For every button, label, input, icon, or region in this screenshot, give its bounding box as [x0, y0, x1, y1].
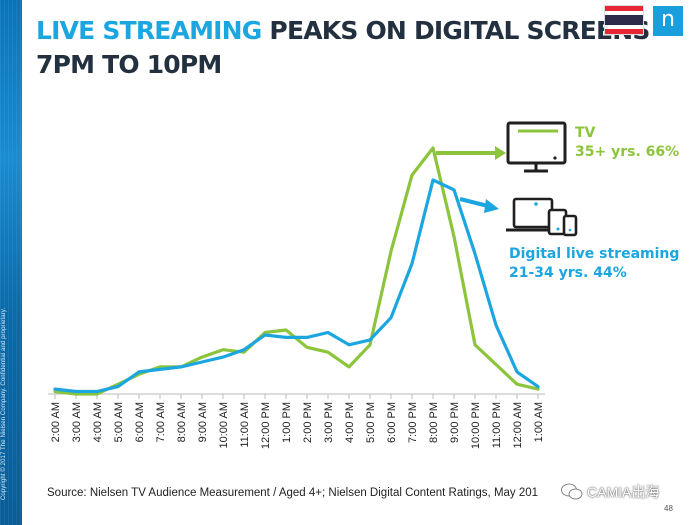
x-tick-label: 1:00 AM: [533, 402, 545, 442]
x-tick-label: 12:00 AM: [512, 402, 524, 448]
series-callouts: [436, 121, 578, 237]
x-tick-label: 2:00 PM: [302, 402, 314, 443]
x-tick-label: 6:00 AM: [134, 402, 146, 442]
x-tick-label: 10:00 AM: [218, 402, 230, 448]
digital-label-line-2: 21-34 yrs. 44%: [509, 265, 627, 281]
thailand-flag-icon: [605, 6, 643, 35]
tv-label: TV 35+ yrs. 66%: [575, 124, 679, 162]
x-tick-label: 4:00 PM: [344, 402, 356, 443]
digital-label: Digital live streaming 21-34 yrs. 44%: [509, 245, 679, 283]
tv-icon: [506, 121, 567, 173]
tv-callout-arrow-head: [495, 146, 506, 160]
x-tick-label: 7:00 PM: [407, 402, 419, 443]
flag-stripe-3: [605, 15, 643, 25]
x-tick-label: 8:00 PM: [428, 402, 440, 443]
flag-stripe-5: [605, 29, 643, 35]
page-number: 48: [664, 504, 673, 513]
tv-series-line: [53, 146, 540, 396]
slide-title: LIVE STREAMING PEAKS ON DIGITAL SCREENS …: [36, 14, 650, 82]
tv-label-line-1: TV: [575, 125, 596, 141]
x-tick-label: 3:00 AM: [71, 402, 83, 442]
x-axis-tick-labels: 2:00 AM 3:00 AM 4:00 AM 5:00 AM 6:00 AM 7:00 …: [50, 402, 545, 449]
x-tick-label: 11:00 AM: [239, 402, 251, 448]
flag-stripe-1: [605, 6, 643, 11]
x-tick-label: 10:00 PM: [470, 402, 482, 449]
x-tick-label: 5:00 AM: [113, 402, 125, 442]
wechat-icon: [561, 483, 583, 500]
series-lines: [53, 146, 540, 396]
x-tick-label: 7:00 AM: [155, 402, 167, 442]
watermark: CAMIA出海: [561, 482, 659, 502]
x-tick-label: 1:00 PM: [281, 402, 293, 443]
x-tick-label: 12:00 PM: [260, 402, 272, 449]
nielsen-logo: n: [653, 6, 683, 36]
title-rest: PEAKS ON DIGITAL SCREENS: [261, 16, 650, 45]
watermark-text: CAMIA出海: [587, 484, 660, 500]
source-note: Source: Nielsen TV Audience Measurement …: [47, 487, 539, 499]
x-tick-label: 9:00 PM: [449, 402, 461, 443]
digital-callout-arrow: [459, 197, 489, 208]
x-tick-label: 9:00 AM: [197, 402, 209, 442]
digital-callout-arrow-head: [484, 199, 499, 213]
x-tick-label: 4:00 AM: [92, 402, 104, 442]
left-side-band: Copyright © 2017 The Nielsen Company. Co…: [0, 0, 22, 525]
flag-stripe-2: [605, 10, 643, 16]
digital-label-line-1: Digital live streaming: [509, 246, 680, 262]
title-line-2: 7PM TO 10PM: [36, 50, 222, 79]
x-tick-label: 3:00 PM: [323, 402, 335, 443]
tv-label-line-2: 35+ yrs. 66%: [575, 144, 680, 160]
digital-series-line: [53, 178, 540, 394]
x-tick-label: 11:00 PM: [491, 402, 503, 448]
devices-icon: [506, 197, 578, 237]
x-tick-label: 5:00 PM: [365, 402, 377, 443]
flag-stripe-4: [605, 24, 643, 30]
x-tick-label: 8:00 AM: [176, 402, 188, 442]
x-tick-label: 6:00 PM: [386, 402, 398, 443]
x-tick-label: 2:00 AM: [50, 402, 62, 442]
x-axis-ticks: [54, 394, 539, 399]
title-highlight: LIVE STREAMING: [36, 16, 262, 45]
